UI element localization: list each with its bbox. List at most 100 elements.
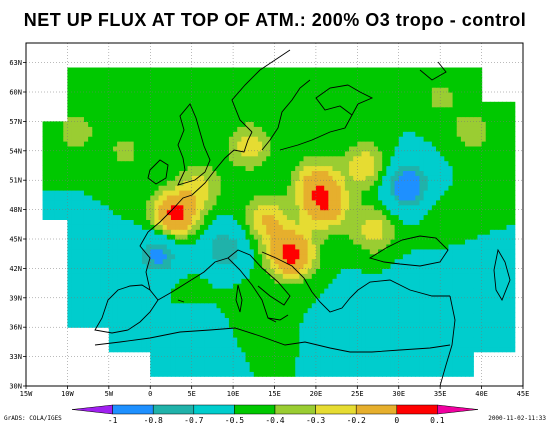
field-cell <box>75 234 81 240</box>
field-cell <box>270 322 276 328</box>
field-cell <box>419 239 425 245</box>
field-cell <box>336 253 342 260</box>
field-cell <box>170 253 176 260</box>
field-cell <box>423 190 429 196</box>
field-cell <box>278 239 284 245</box>
field-cell <box>344 356 350 363</box>
field-cell <box>315 253 321 260</box>
field-cell <box>224 253 230 260</box>
field-cell <box>88 175 93 181</box>
field-cell <box>473 273 479 279</box>
field-cell <box>266 346 271 353</box>
field-cell <box>204 307 209 314</box>
field-cell <box>270 292 276 299</box>
field-cell <box>456 243 462 250</box>
field-cell <box>183 283 189 289</box>
field-cell <box>498 145 503 152</box>
field-cell <box>477 145 483 152</box>
field-cell <box>108 332 114 338</box>
field-cell <box>419 351 425 358</box>
field-cell <box>175 219 180 225</box>
field-cell <box>510 175 516 181</box>
field-cell <box>150 322 155 328</box>
field-cell <box>208 307 213 314</box>
field-cell <box>415 155 421 162</box>
field-cell <box>241 332 247 338</box>
field-cell <box>245 224 251 230</box>
field-cell <box>208 288 213 294</box>
field-cell <box>498 248 503 255</box>
field-cell <box>112 322 118 328</box>
field-cell <box>452 351 458 358</box>
field-cell <box>88 302 93 309</box>
field-cell <box>448 356 454 363</box>
field-cell <box>83 322 89 328</box>
field-cell <box>216 302 222 309</box>
field-cell <box>282 204 288 211</box>
field-cell <box>162 224 168 230</box>
field-cell <box>112 278 118 284</box>
field-cell <box>212 214 218 220</box>
field-cell <box>311 297 317 304</box>
field-cell <box>129 204 135 211</box>
field-cell <box>274 322 280 328</box>
field-cell <box>253 190 259 196</box>
field-cell <box>361 150 367 157</box>
field-cell <box>137 155 143 162</box>
field-cell <box>444 332 450 338</box>
field-cell <box>311 160 317 167</box>
field-cell <box>460 292 466 299</box>
field-cell <box>489 273 495 279</box>
field-cell <box>266 332 271 338</box>
field-cell <box>419 332 425 338</box>
field-cell <box>54 145 60 152</box>
field-cell <box>448 239 454 245</box>
field-cell <box>436 155 441 162</box>
field-cell <box>465 239 470 245</box>
field-cell <box>419 190 425 196</box>
field-cell <box>295 371 300 377</box>
field-cell <box>411 160 416 167</box>
field-cell <box>328 145 334 152</box>
field-cell <box>125 288 131 294</box>
field-cell <box>336 288 342 294</box>
field-cell <box>411 258 416 265</box>
field-cell <box>291 229 296 235</box>
field-cell <box>166 288 172 294</box>
field-cell <box>83 229 89 235</box>
field-cell <box>141 180 147 186</box>
field-cell <box>444 199 450 206</box>
field-cell <box>141 219 147 225</box>
field-cell <box>129 288 135 294</box>
field-cell <box>63 160 69 167</box>
field-cell <box>262 214 267 220</box>
field-cell <box>407 366 412 372</box>
field-cell <box>398 248 404 255</box>
field-cell <box>340 327 346 333</box>
field-cell <box>506 327 512 333</box>
field-cell <box>332 273 338 279</box>
field-cell <box>460 194 466 201</box>
field-cell <box>278 317 284 323</box>
field-cell <box>485 150 491 157</box>
field-cell <box>506 341 512 348</box>
field-cell <box>88 209 93 216</box>
field-cell <box>187 190 193 196</box>
field-cell <box>361 229 367 235</box>
field-cell <box>100 175 106 181</box>
field-cell <box>67 288 73 294</box>
field-cell <box>170 190 176 196</box>
field-cell <box>510 199 516 206</box>
field-cell <box>315 273 321 279</box>
field-cell <box>146 248 151 255</box>
field-cell <box>328 165 334 171</box>
field-cell <box>340 165 346 171</box>
field-cell <box>278 243 284 250</box>
field-cell <box>216 317 222 323</box>
field-cell <box>212 273 218 279</box>
field-cell <box>357 292 363 299</box>
field-cell <box>502 165 508 171</box>
field-cell <box>187 165 193 171</box>
field-cell <box>179 361 184 367</box>
field-cell <box>423 317 429 323</box>
